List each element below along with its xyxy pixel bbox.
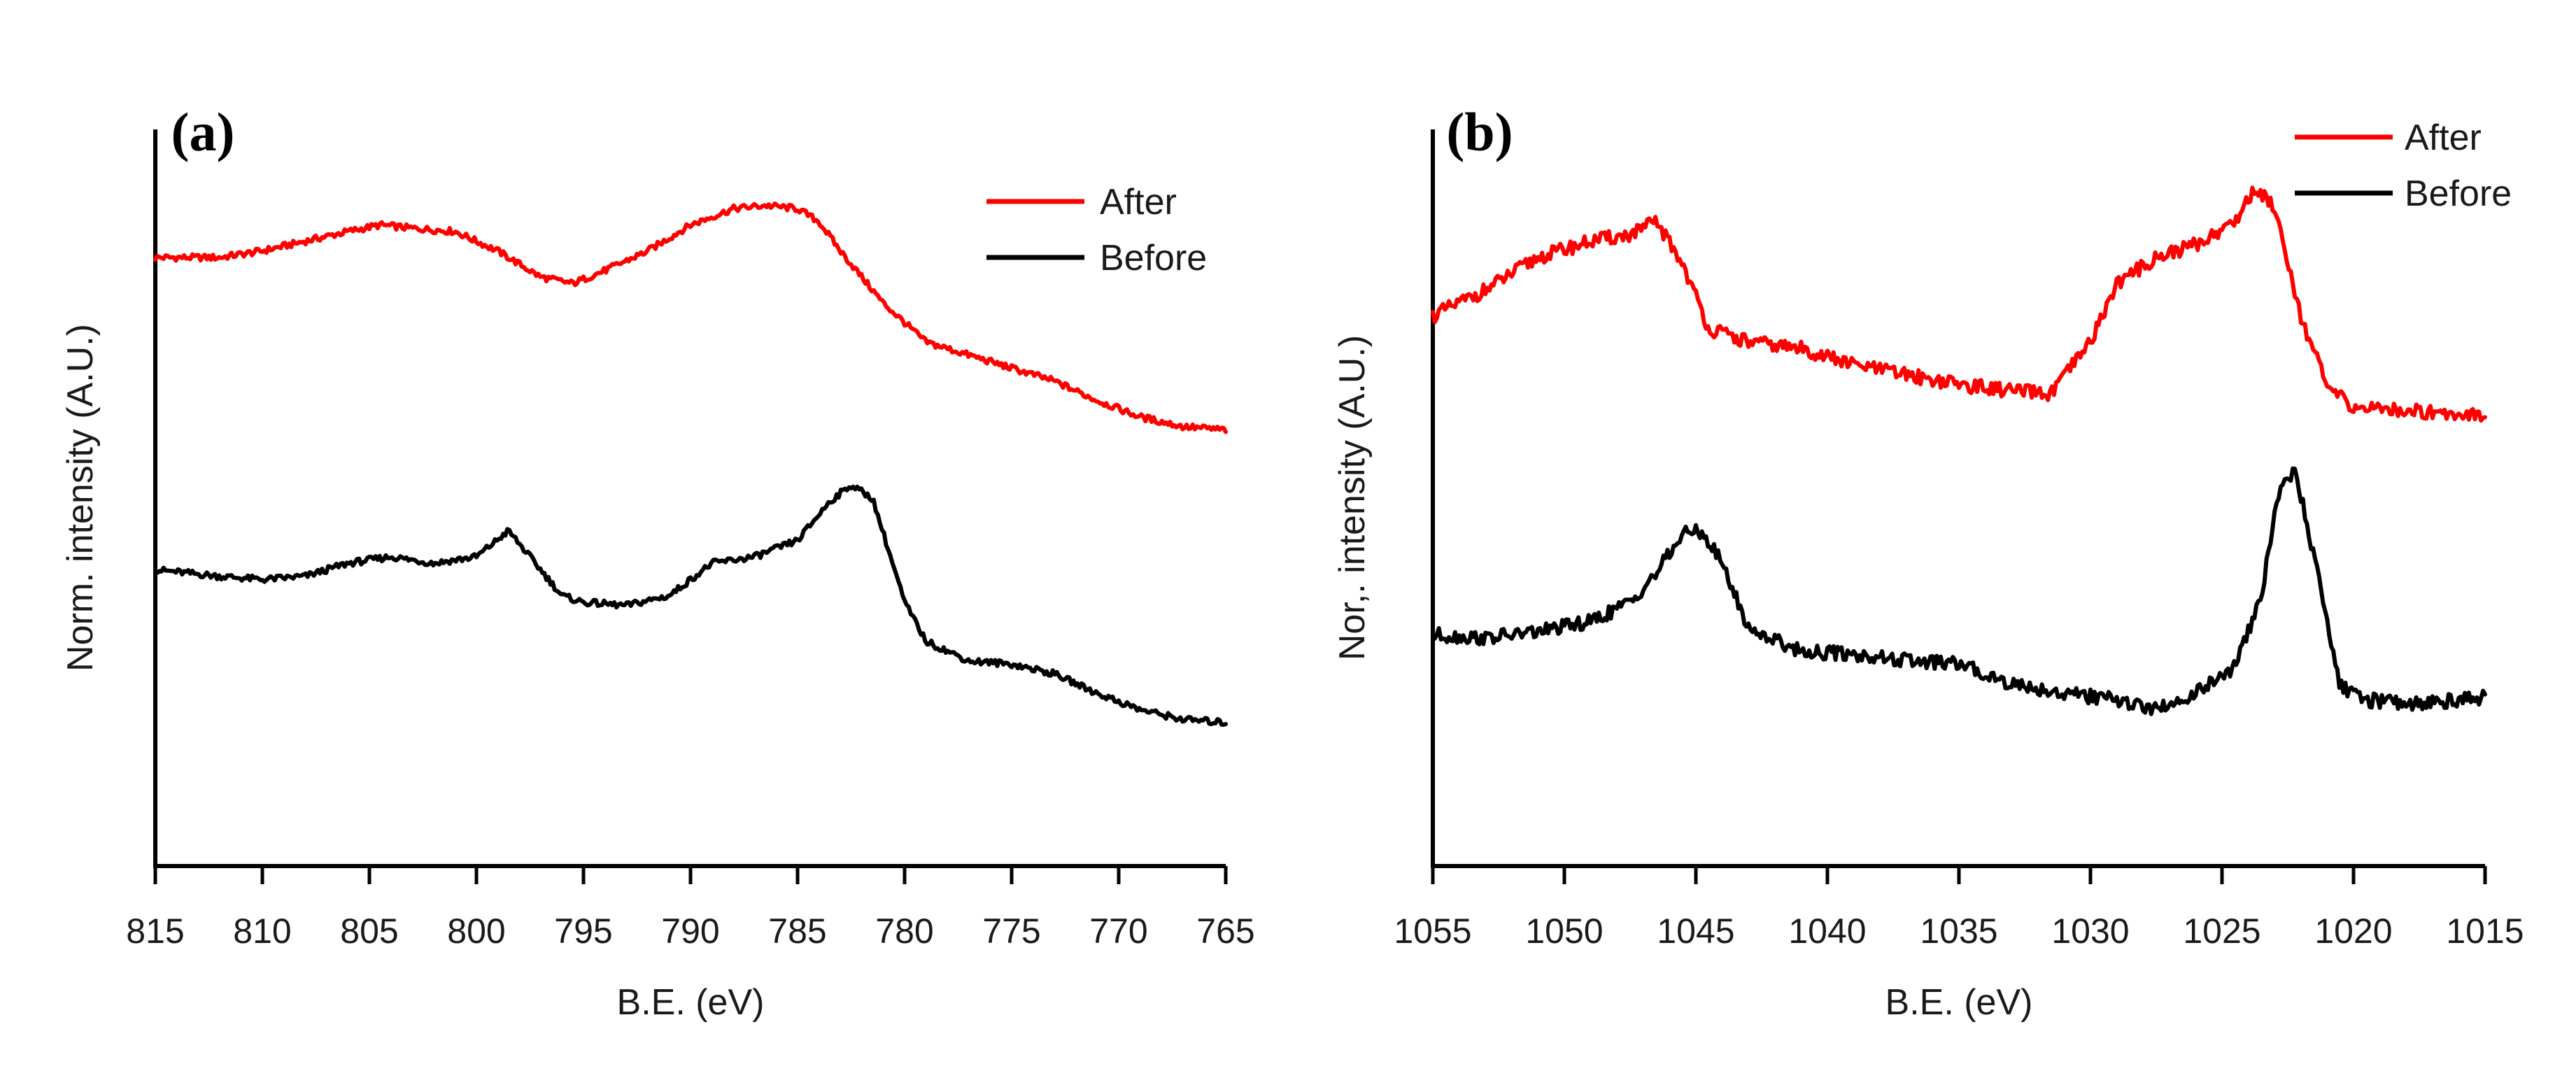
x-tick-label: 1030 (2051, 912, 2129, 951)
legend-label-after: After (2405, 118, 2482, 158)
x-axis-title: B.E. (eV) (617, 982, 765, 1023)
x-tick-label: 1055 (1394, 912, 1471, 951)
x-tick-label: 1035 (1920, 912, 1997, 951)
x-tick-label: 805 (340, 912, 398, 951)
x-tick-label: 770 (1089, 912, 1147, 951)
x-tick-label: 780 (875, 912, 933, 951)
legend-label-before: Before (2405, 173, 2512, 214)
series-line-before (1431, 466, 2487, 716)
series-line-after (153, 201, 1228, 434)
x-tick-label: 1020 (2314, 912, 2392, 951)
x-tick-label: 800 (447, 912, 505, 951)
x-tick-label: 810 (233, 912, 291, 951)
x-tick-label: 765 (1196, 912, 1254, 951)
panel-label: (a) (171, 101, 235, 162)
y-axis-title: Nor,. intensity (A.U.) (1332, 335, 1373, 660)
x-tick-label: 790 (661, 912, 719, 951)
series-line-before (153, 484, 1228, 728)
panel-a: 815 810 805 800 795 790 785 780 775 770 765 B.E. (e… (60, 101, 1255, 1023)
x-axis-title: B.E. (eV) (1885, 982, 2033, 1023)
legend-label-before: Before (1100, 238, 1207, 278)
x-tick-label: 795 (554, 912, 612, 951)
x-tick-label: 775 (982, 912, 1040, 951)
panel-b: 1055 1050 1045 1040 1035 1030 1025 1020 1015 B.E.… (1332, 101, 2524, 1023)
x-tick-label: 1045 (1657, 912, 1734, 951)
y-axis-title: Norm. intensity (A.U.) (60, 324, 101, 672)
x-tick-label: 1040 (1788, 912, 1866, 951)
panel-label: (b) (1446, 101, 1513, 162)
x-tick-label: 1015 (2446, 912, 2524, 951)
x-tick-label: 1050 (1525, 912, 1603, 951)
x-tick-label: 1025 (2183, 912, 2260, 951)
x-tick-label: 815 (126, 912, 184, 951)
legend-label-after: After (1100, 182, 1177, 222)
x-tick-label: 785 (768, 912, 826, 951)
series-line-after (1431, 185, 2487, 423)
